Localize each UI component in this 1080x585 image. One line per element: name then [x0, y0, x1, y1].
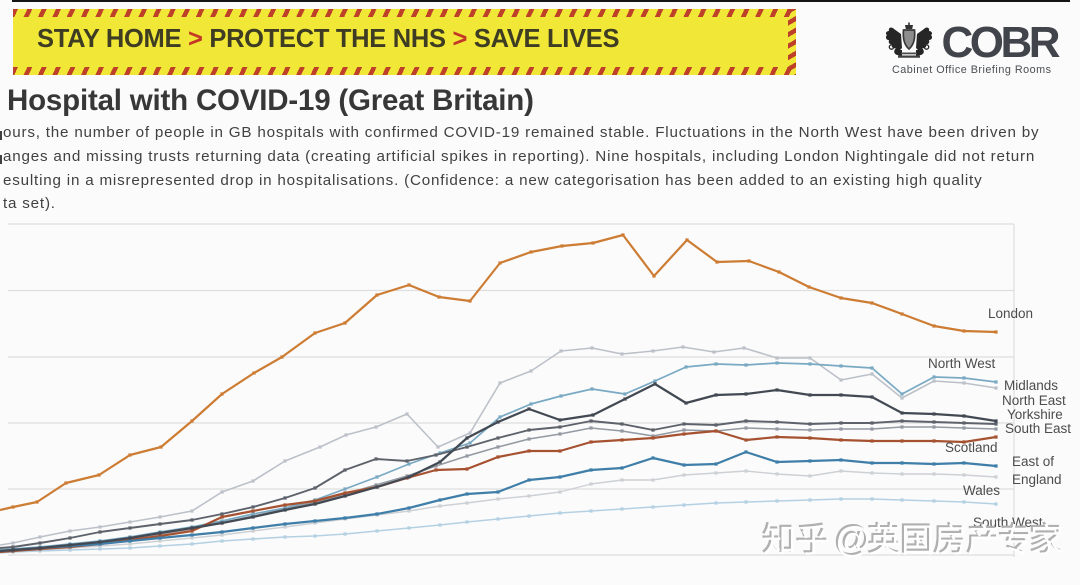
svg-text:Yorkshire: Yorkshire [1007, 407, 1063, 422]
svg-text:Wales: Wales [963, 483, 1000, 498]
svg-text:East of: East of [1012, 454, 1054, 469]
svg-text:@: @ [833, 517, 870, 558]
svg-text:Midlands: Midlands [1004, 378, 1058, 393]
svg-text:North West: North West [928, 356, 996, 371]
svg-text:North East: North East [1002, 393, 1066, 408]
svg-text:South East: South East [1005, 421, 1071, 436]
svg-text:England: England [1012, 472, 1062, 487]
svg-text:@: @ [835, 519, 872, 560]
svg-text:London: London [988, 306, 1033, 321]
svg-text:Scotland: Scotland [945, 440, 998, 455]
